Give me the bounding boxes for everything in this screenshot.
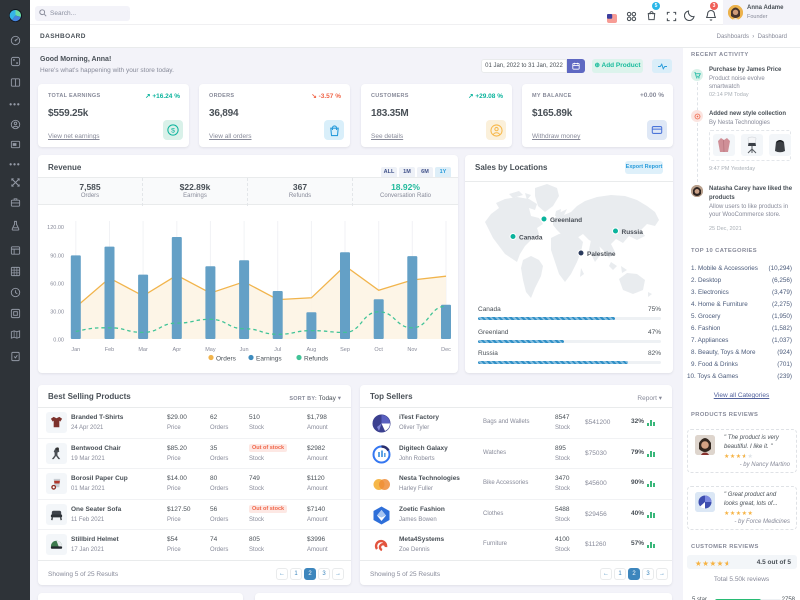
svg-text:30.00: 30.00 [50, 310, 64, 316]
svg-text:Sep: Sep [340, 347, 350, 353]
svg-text:Oct: Oct [374, 347, 383, 353]
svg-text:Apr: Apr [173, 347, 182, 353]
svg-text:0.00: 0.00 [53, 338, 64, 344]
svg-text:Nov: Nov [407, 347, 417, 353]
svg-text:Refunds: Refunds [304, 356, 329, 363]
svg-text:60.00: 60.00 [50, 281, 64, 287]
svg-text:Canada: Canada [519, 235, 543, 242]
svg-text:Greenland: Greenland [550, 217, 582, 224]
svg-text:$: $ [171, 128, 175, 135]
svg-text:Orders: Orders [216, 356, 237, 363]
svg-text:Palestine: Palestine [587, 251, 616, 258]
svg-text:Mar: Mar [138, 347, 148, 353]
svg-text:90.00: 90.00 [50, 253, 64, 259]
svg-text:May: May [205, 347, 216, 353]
svg-text:Dec: Dec [441, 347, 451, 353]
svg-text:Earnings: Earnings [256, 356, 282, 363]
svg-text:Russia: Russia [622, 229, 644, 236]
svg-text:Aug: Aug [307, 347, 317, 353]
svg-text:Jul: Jul [274, 347, 281, 353]
svg-text:120.00: 120.00 [47, 225, 64, 231]
svg-text:Jan: Jan [71, 347, 80, 353]
svg-text:Jun: Jun [240, 347, 249, 353]
svg-text:Feb: Feb [105, 347, 114, 353]
